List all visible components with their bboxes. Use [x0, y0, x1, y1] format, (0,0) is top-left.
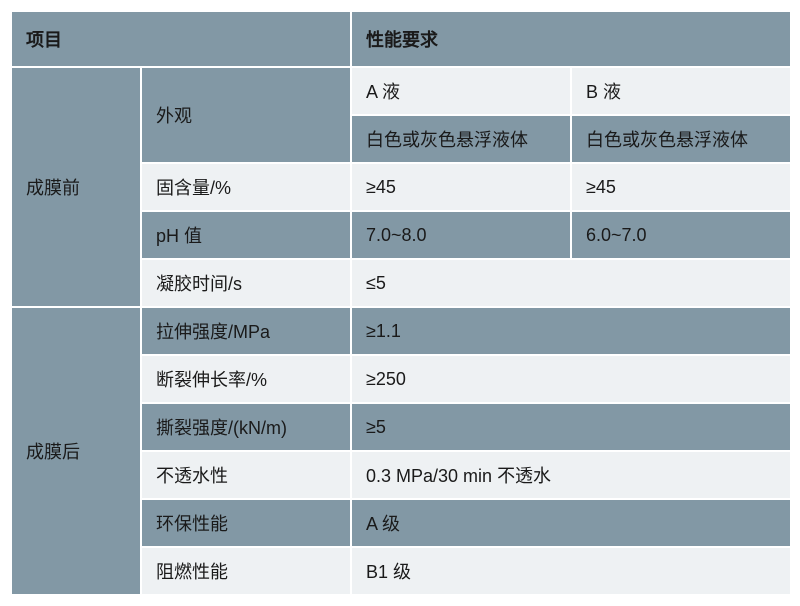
property-cell: 环保性能 [141, 499, 351, 547]
value-cell: ≥1.1 [351, 307, 791, 355]
value-cell: ≥250 [351, 355, 791, 403]
header-requirement: 性能要求 [351, 11, 791, 67]
property-cell: 固含量/% [141, 163, 351, 211]
value-cell: ≤5 [351, 259, 791, 307]
category-cell: 成膜后 [11, 307, 141, 595]
value-cell: 白色或灰色悬浮液体 [351, 115, 571, 163]
value-cell: 7.0~8.0 [351, 211, 571, 259]
property-cell: 撕裂强度/(kN/m) [141, 403, 351, 451]
property-cell: 凝胶时间/s [141, 259, 351, 307]
property-cell: 拉伸强度/MPa [141, 307, 351, 355]
property-cell: 外观 [141, 67, 351, 163]
value-cell: ≥45 [351, 163, 571, 211]
spec-table: 项目 性能要求 成膜前 外观 A 液 B 液 白色或灰色悬浮液体 白色或灰色悬浮… [10, 10, 792, 596]
value-cell: ≥5 [351, 403, 791, 451]
property-cell: 断裂伸长率/% [141, 355, 351, 403]
category-cell: 成膜前 [11, 67, 141, 307]
table-row: 成膜后 拉伸强度/MPa ≥1.1 [11, 307, 791, 355]
property-cell: 阻燃性能 [141, 547, 351, 595]
value-cell: ≥45 [571, 163, 791, 211]
table-row: 成膜前 外观 A 液 B 液 [11, 67, 791, 115]
value-cell: A 液 [351, 67, 571, 115]
header-item: 项目 [11, 11, 351, 67]
property-cell: 不透水性 [141, 451, 351, 499]
value-cell: 6.0~7.0 [571, 211, 791, 259]
value-cell: B 液 [571, 67, 791, 115]
value-cell: B1 级 [351, 547, 791, 595]
property-cell: pH 值 [141, 211, 351, 259]
value-cell: 白色或灰色悬浮液体 [571, 115, 791, 163]
value-cell: 0.3 MPa/30 min 不透水 [351, 451, 791, 499]
value-cell: A 级 [351, 499, 791, 547]
header-row: 项目 性能要求 [11, 11, 791, 67]
